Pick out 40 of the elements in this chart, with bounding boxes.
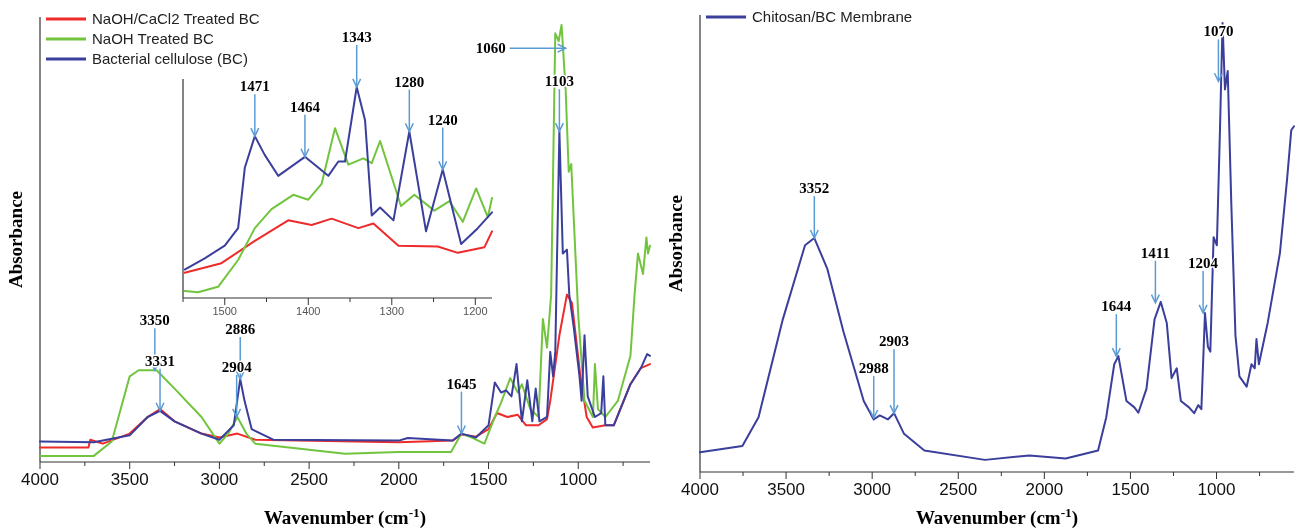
annotation: 1240 [427,111,458,128]
x-tick-label: 3000 [853,480,892,499]
x-tick-label: 1400 [296,305,321,317]
y-axis-title: Absorbance [5,190,26,289]
annotation: 2903 [879,333,910,350]
x-tick-label: 1500 [469,470,508,489]
legend-label: NaOH/CaCl2 Treated BC [92,10,260,27]
legend-label: Bacterial cellulose (BC) [92,50,248,67]
x-tick-label: 2500 [939,480,978,499]
x-tick-label: 3000 [200,470,239,489]
x-tick-label: 3500 [767,480,805,499]
x-tick-label: 1200 [463,305,488,317]
x-axis-title: Wavenumber (cm$^{-1}$) [263,504,427,529]
annotation: 1060 [475,40,506,57]
annotation: 1644 [1101,298,1132,315]
x-axis-title: Wavenumber (cm$^{-1}$) [915,504,1079,529]
y-axis-title: Absorbance [665,194,686,293]
x-tick-label: 4000 [21,470,59,489]
annotation: 3352 [799,180,830,197]
annotation: 1645 [446,375,477,392]
x-tick-label: 2000 [1025,480,1064,499]
x-tick-label: 1500 [212,305,237,317]
annotation: 2988 [858,360,889,377]
x-tick-label: 2500 [290,470,329,489]
x-tick-label: 1000 [559,470,598,489]
x-tick-label: 4000 [681,480,719,499]
x-tick-label: 1500 [1111,480,1150,499]
x-tick-label: 1300 [379,305,405,317]
annotation: 1280 [394,73,425,90]
annotation: 1411 [1140,244,1170,261]
x-tick-label: 1000 [1197,480,1236,499]
annotation: 1464 [289,98,321,115]
x-tick-label: 3500 [110,470,149,489]
legend-label: Chitosan/BC Membrane [752,8,913,25]
annotation: 3350 [139,312,170,329]
annotation: 1471 [239,78,270,95]
x-tick-label: 2000 [379,470,418,489]
annotation: 2886 [225,320,256,337]
legend-label: NaOH Treated BC [92,30,214,47]
annotation: 1343 [341,29,372,45]
